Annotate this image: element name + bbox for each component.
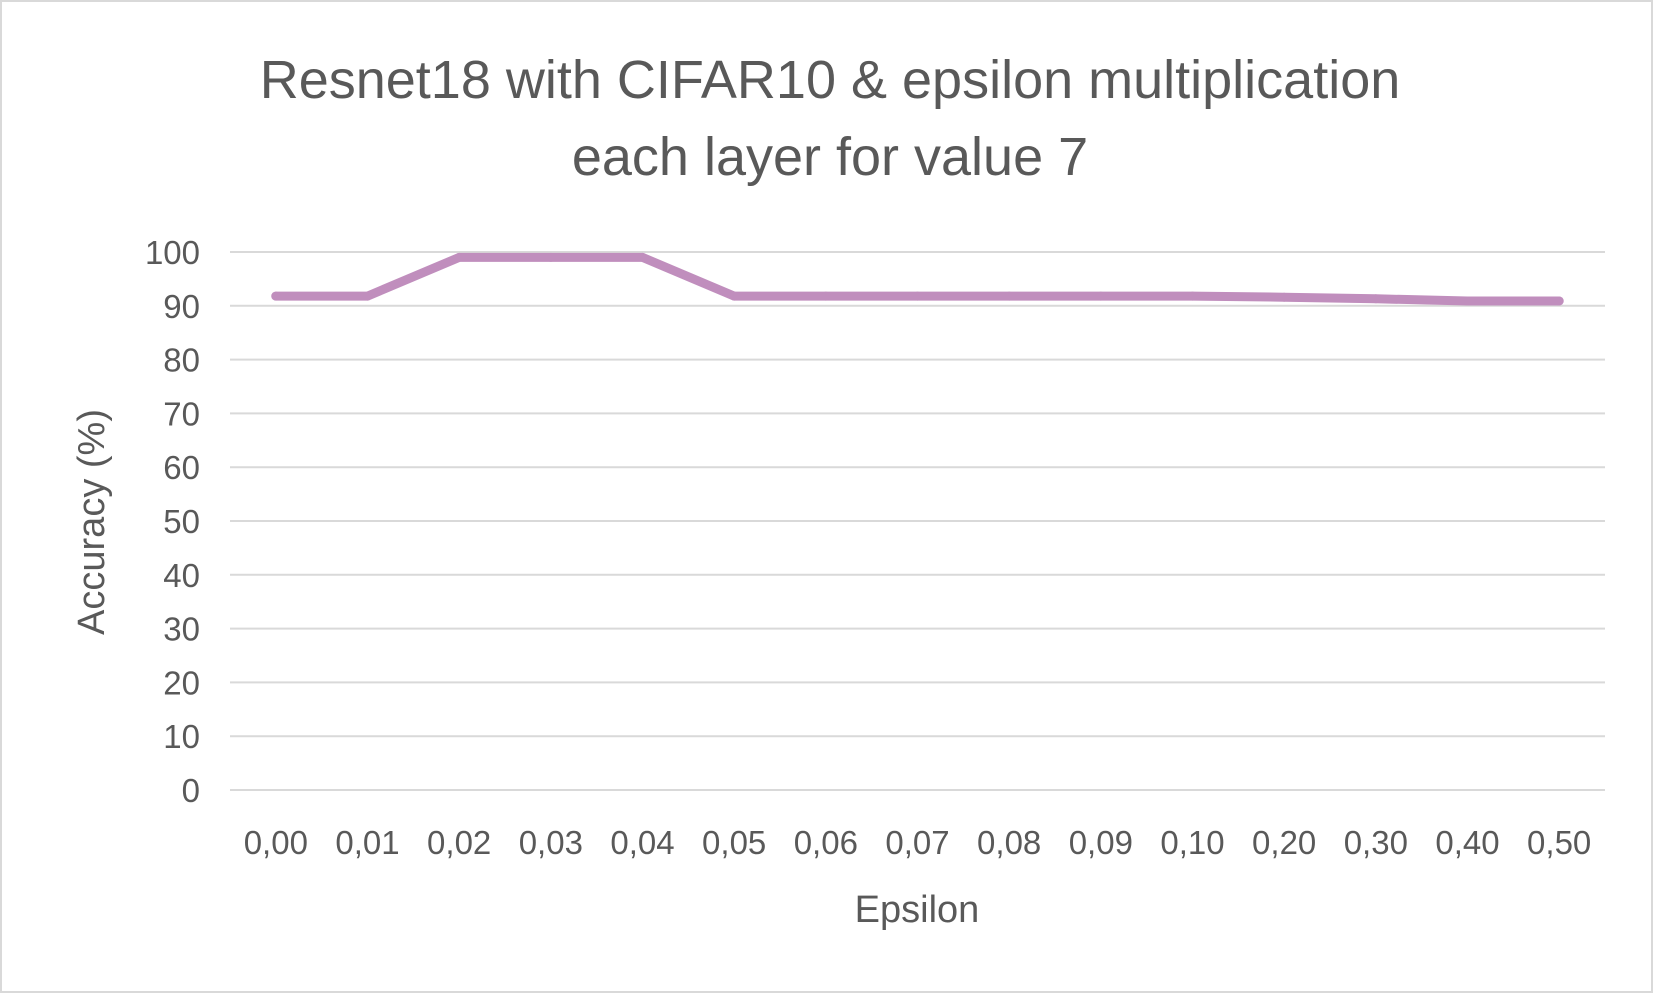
y-tick-label: 70 xyxy=(163,395,200,432)
y-tick-label: 30 xyxy=(163,611,200,648)
data-point xyxy=(638,252,647,262)
x-tick-label: 0,06 xyxy=(794,824,858,861)
x-tick-label: 0,40 xyxy=(1435,824,1499,861)
x-tick-label: 0,30 xyxy=(1344,824,1408,861)
data-point xyxy=(1371,294,1381,304)
data-point xyxy=(1188,291,1197,301)
data-point xyxy=(546,252,556,262)
y-tick-label: 80 xyxy=(163,342,200,379)
y-axis-title: Accuracy (%) xyxy=(71,409,113,635)
x-axis-title: Epsilon xyxy=(855,889,980,931)
x-axis-tick-labels: 0,00 0,01 0,02 0,03 0,04 0,05 0,06 0,07 0,08 0,09… xyxy=(244,824,1592,861)
data-point xyxy=(729,291,739,301)
x-tick-label: 0,03 xyxy=(519,824,583,861)
data-point xyxy=(271,291,281,301)
gridlines xyxy=(230,251,1605,791)
x-tick-label: 0,07 xyxy=(885,824,949,861)
data-point xyxy=(913,291,922,301)
y-tick-label: 40 xyxy=(163,557,200,594)
x-tick-label: 0,08 xyxy=(977,824,1041,861)
chart-title: Resnet18 with CIFAR10 & epsilon multipli… xyxy=(260,50,1401,187)
y-tick-label: 100 xyxy=(145,234,200,271)
data-point xyxy=(1554,296,1564,306)
x-tick-label: 0,01 xyxy=(335,824,399,861)
x-tick-label: 0,04 xyxy=(610,824,674,861)
y-tick-label: 10 xyxy=(163,718,200,755)
y-tick-label: 90 xyxy=(163,288,200,325)
y-tick-label: 0 xyxy=(182,772,200,809)
data-series xyxy=(271,252,1564,306)
y-axis-tick-labels: 0 10 20 30 40 50 60 70 80 90 100 xyxy=(145,234,200,809)
data-point xyxy=(1463,296,1472,306)
y-tick-label: 50 xyxy=(163,503,200,540)
x-tick-label: 0,10 xyxy=(1160,824,1224,861)
x-tick-label: 0,00 xyxy=(244,824,308,861)
data-point xyxy=(363,291,372,301)
data-point xyxy=(1004,291,1014,301)
x-tick-label: 0,09 xyxy=(1069,824,1133,861)
chart-title-line-2: each layer for value 7 xyxy=(572,127,1088,187)
chart-title-line-1: Resnet18 with CIFAR10 & epsilon multipli… xyxy=(260,50,1401,110)
x-tick-label: 0,50 xyxy=(1527,824,1591,861)
x-tick-label: 0,05 xyxy=(702,824,766,861)
x-tick-label: 0,02 xyxy=(427,824,491,861)
y-tick-label: 60 xyxy=(163,449,200,486)
y-tick-label: 20 xyxy=(163,664,200,701)
data-point xyxy=(1279,292,1289,302)
data-point xyxy=(821,291,831,301)
data-point xyxy=(1096,291,1106,301)
data-point xyxy=(454,252,464,262)
x-tick-label: 0,20 xyxy=(1252,824,1316,861)
